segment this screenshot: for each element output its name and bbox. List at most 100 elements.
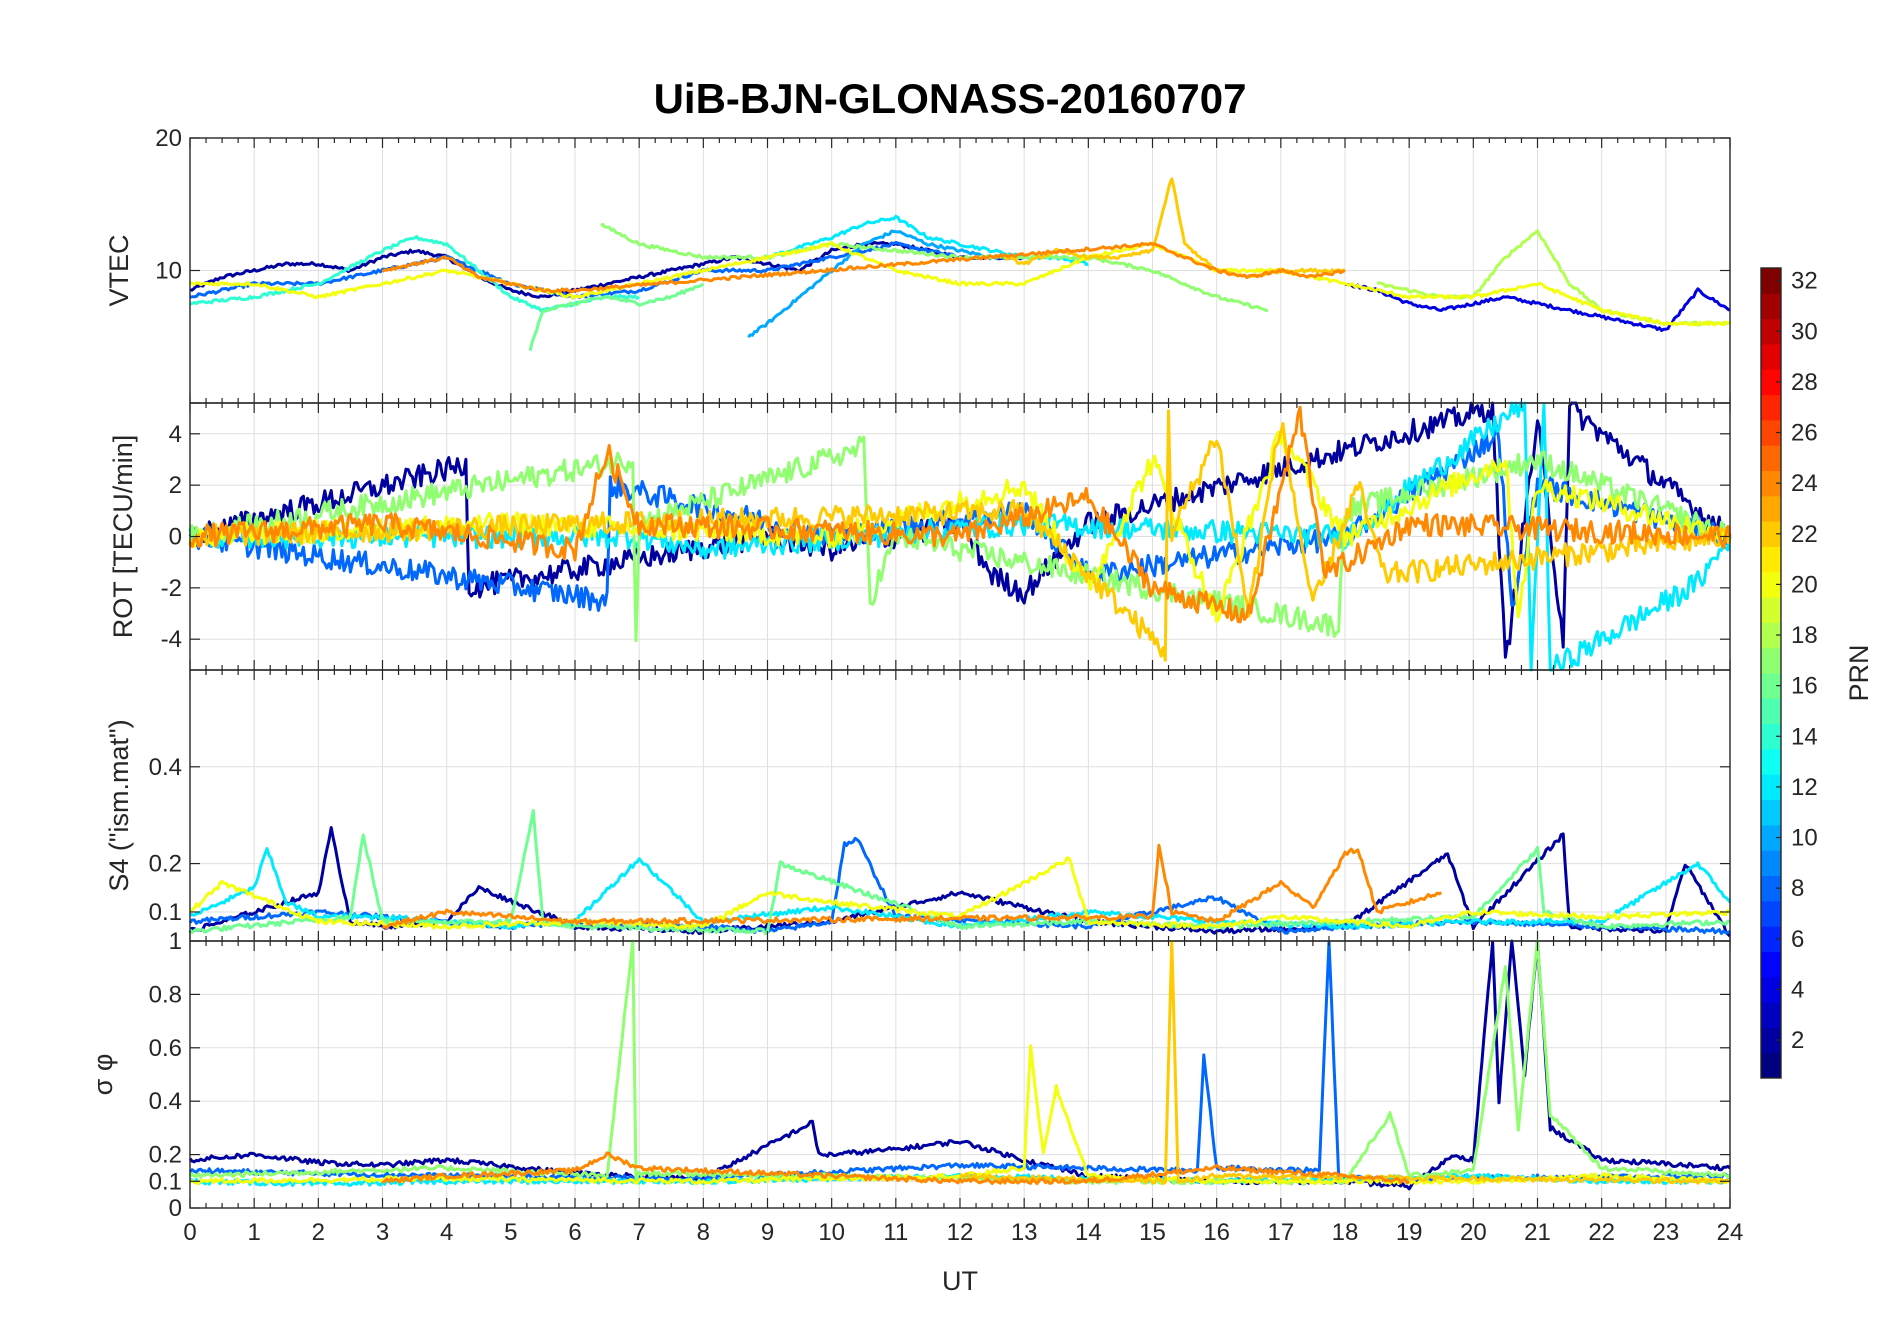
x-tick-label: 23	[1652, 1219, 1679, 1246]
chart-title: UiB-BJN-GLONASS-20160707	[654, 75, 1247, 122]
colorbar-tick-label: 22	[1791, 521, 1818, 548]
panel-sigma-phi: 00.10.2 0.4 0.6 0.8 1 σ φ	[88, 928, 1732, 1222]
y-tick-label: 0	[169, 524, 182, 551]
y-tick-label: 0	[169, 1195, 182, 1222]
colorbar-cell	[1761, 976, 1781, 1003]
colorbar-cell	[1761, 394, 1781, 421]
y-tick-label: 0.1	[149, 899, 182, 926]
colorbar-cell	[1761, 495, 1781, 522]
x-tick-label: 2	[312, 1219, 325, 1246]
x-tick-label: 24	[1717, 1219, 1744, 1246]
y-tick-label: 0.6	[149, 1035, 182, 1062]
panel-vtec: 10 20 VTEC	[104, 125, 1731, 404]
ylabel-rot: ROT [TECU/min]	[108, 435, 138, 639]
y-tick-label: 2	[169, 472, 182, 499]
y-tick-label: 0.1	[149, 1168, 182, 1195]
y-tick-label: -4	[161, 626, 182, 653]
colorbar-cell	[1761, 723, 1781, 750]
series-line-prn-18	[1376, 229, 1731, 327]
colorbar-cell	[1761, 445, 1781, 471]
colorbar-cell	[1761, 673, 1781, 699]
y-tick-label: 0.2	[149, 1142, 182, 1169]
colorbar-cell	[1761, 546, 1781, 573]
colorbar-tick-label: 10	[1791, 825, 1818, 852]
x-tick-label: 21	[1524, 1219, 1551, 1246]
colorbar-cell	[1761, 748, 1781, 775]
x-tick-label: 17	[1267, 1219, 1294, 1246]
colorbar-frame	[1760, 267, 1782, 1079]
colorbar-cell	[1761, 1052, 1781, 1079]
colorbar-tick-label: 16	[1791, 673, 1818, 700]
series-line-prn-20	[189, 241, 1731, 327]
series-line-prn-20	[189, 428, 1732, 623]
colorbar-cell	[1761, 1027, 1781, 1054]
colorbar-cell	[1761, 343, 1781, 370]
x-tick-label: 16	[1203, 1219, 1230, 1246]
x-tick-label: 11	[883, 1219, 908, 1246]
x-tick-label: 15	[1139, 1219, 1166, 1246]
colorbar-cell	[1761, 293, 1781, 320]
x-tick-label: 8	[697, 1219, 710, 1246]
series-line-prn-16	[188, 809, 1731, 936]
series-line-prn-4	[1344, 282, 1731, 332]
colorbar-label: PRN	[1844, 644, 1874, 701]
series-line-prn-24	[381, 241, 1346, 294]
colorbar-cell	[1761, 521, 1781, 547]
xlabel: UT	[942, 1266, 978, 1296]
colorbar-cell	[1761, 799, 1781, 826]
series-line-prn-16	[528, 282, 705, 352]
y-tick-label: 10	[155, 258, 182, 285]
colorbar-cell	[1761, 597, 1781, 623]
ylabel-vtec: VTEC	[104, 234, 134, 306]
colorbar-tick-label: 2	[1791, 1027, 1804, 1054]
y-tick-label: 0.2	[149, 851, 182, 878]
x-tick-label: 14	[1075, 1219, 1102, 1246]
panel-rot: -4 -2 0 2 4 ROT [TECU/min]	[108, 401, 1732, 672]
series-line-prn-24	[381, 1151, 1411, 1186]
colorbar-tick-label: 14	[1791, 723, 1818, 750]
x-tick-label: 20	[1460, 1219, 1487, 1246]
colorbar-tick-label: 8	[1791, 875, 1804, 902]
x-tick-label: 12	[947, 1219, 974, 1246]
y-tick-label: 1	[169, 928, 182, 955]
colorbar-tick-label: 18	[1791, 622, 1818, 649]
colorbar-tick-label: 12	[1791, 774, 1818, 801]
colorbar-tick-label: 32	[1791, 268, 1818, 295]
colorbar-cell	[1761, 824, 1781, 851]
series-line-prn-20	[189, 856, 1731, 931]
x-tick-label: 4	[440, 1219, 453, 1246]
series-line-prn-22	[1004, 177, 1346, 279]
series-line-prn-17	[188, 435, 1732, 643]
y-tick-label: 0.4	[149, 1088, 182, 1115]
colorbar-cell	[1761, 900, 1781, 927]
y-tick-label: 0.8	[149, 981, 182, 1008]
colorbar-tick-label: 30	[1791, 318, 1818, 345]
colorbar-tick-label: 28	[1791, 369, 1818, 396]
x-tick-label: 19	[1396, 1219, 1423, 1246]
x-tick-label: 3	[376, 1219, 389, 1246]
x-tick-label: 5	[504, 1219, 517, 1246]
ylabel-s4: S4 ("ism.mat")	[104, 719, 134, 891]
colorbar-tick-label: 20	[1791, 571, 1818, 598]
colorbar-cell	[1761, 369, 1781, 396]
series-line-prn-24	[188, 405, 1732, 624]
colorbar-cell	[1761, 318, 1781, 345]
colorbar-cell	[1761, 571, 1781, 598]
series-line-prn-17	[600, 222, 1269, 312]
colorbar-cell	[1761, 774, 1781, 801]
colorbar-cell	[1761, 875, 1781, 902]
x-tick-label: 6	[568, 1219, 581, 1246]
series-line-prn-10	[747, 229, 1025, 339]
colorbar-cell	[1761, 698, 1781, 725]
series-line-prn-2	[189, 241, 1025, 299]
x-tick-label: 7	[632, 1219, 645, 1246]
colorbar-tick-label: 24	[1791, 470, 1818, 497]
series-line-prn-14	[189, 234, 641, 313]
y-tick-label: 20	[155, 125, 182, 152]
x-tick-label: 13	[1011, 1219, 1038, 1246]
series-line-prn-24	[382, 843, 1443, 930]
colorbar-cell	[1761, 622, 1781, 649]
y-tick-label: -2	[161, 575, 182, 602]
